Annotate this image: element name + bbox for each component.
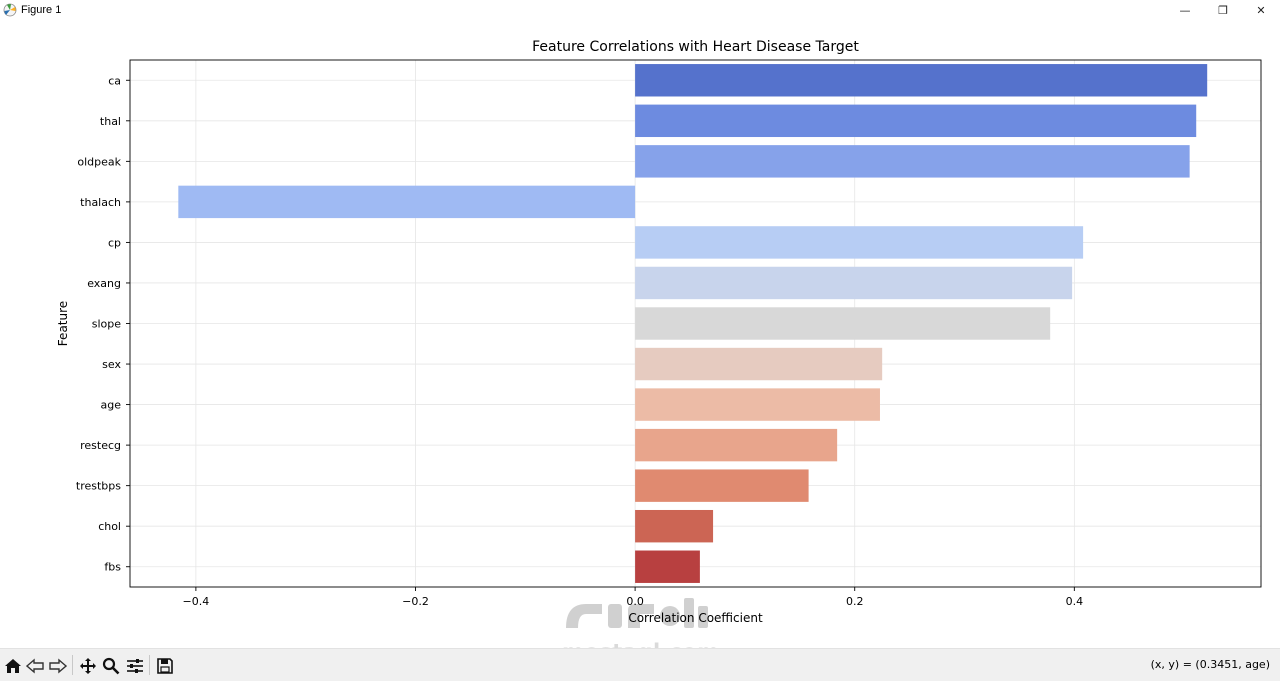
y-tick-label-cp: cp: [108, 236, 121, 249]
x-tick-label: 0.2: [846, 595, 864, 608]
y-tick-label-slope: slope: [92, 318, 121, 331]
y-tick-label-thal: thal: [100, 115, 121, 128]
restore-button[interactable]: ❐: [1218, 3, 1228, 17]
bar-trestbps: [635, 469, 809, 502]
home-icon: [5, 659, 21, 673]
y-tick-label-sex: sex: [102, 358, 121, 371]
home-button[interactable]: [3, 656, 23, 676]
configure-subplots-button[interactable]: [125, 656, 145, 676]
pan-button[interactable]: [78, 656, 98, 676]
bar-oldpeak: [635, 145, 1190, 178]
navigation-toolbar: (x, y) = (0.3451, age): [0, 648, 1280, 681]
x-axis-label: Correlation Coefficient: [628, 611, 763, 625]
save-floppy-icon: [157, 658, 173, 674]
y-tick-label-restecg: restecg: [80, 439, 121, 452]
bar-age: [635, 388, 880, 421]
y-tick-label-oldpeak: oldpeak: [77, 155, 121, 168]
y-tick-label-trestbps: trestbps: [76, 480, 121, 493]
bar-thal: [635, 104, 1197, 138]
window-controls: — ❐ ✕: [1166, 0, 1280, 20]
bar-chart: −0.4 −0.2 0.0 0.2 0.4 ca thal oldpeak thalach cp e…: [56, 39, 1262, 625]
y-tick-label-thalach: thalach: [80, 196, 121, 209]
save-button[interactable]: [155, 656, 175, 676]
x-tick-label: 0.4: [1066, 595, 1084, 608]
bar-ca: [635, 64, 1208, 97]
toolbar-separator: [149, 655, 150, 675]
configure-subplots-icon: [127, 659, 143, 673]
y-tick-label-exang: exang: [87, 277, 121, 290]
matplotlib-app-icon: [3, 3, 17, 17]
bar-thalach: [178, 185, 636, 219]
bar-fbs: [635, 550, 700, 583]
forward-arrow-icon: [49, 658, 67, 674]
bar-restecg: [635, 428, 838, 462]
figure-canvas[interactable]: −0.4 −0.2 0.0 0.2 0.4 ca thal oldpeak thalach cp e…: [0, 20, 1280, 648]
cursor-coordinates-readout: (x, y) = (0.3451, age): [1150, 658, 1270, 671]
x-tick-label: 0.0: [626, 595, 644, 608]
bar-chol: [635, 509, 714, 543]
close-button[interactable]: ✕: [1256, 3, 1266, 17]
toolbar-separator: [72, 655, 73, 675]
forward-button[interactable]: [48, 656, 68, 676]
y-axis-label: Feature: [56, 301, 70, 346]
x-tick-label: −0.2: [402, 595, 429, 608]
y-tick-label-chol: chol: [98, 520, 121, 533]
y-tick-label-fbs: fbs: [104, 561, 121, 574]
bar-cp: [635, 226, 1084, 259]
chart-title: Feature Correlations with Heart Disease …: [532, 39, 859, 55]
back-arrow-icon: [26, 658, 44, 674]
zoom-magnifier-icon: [102, 657, 120, 675]
bar-sex: [635, 347, 883, 381]
pan-move-icon: [80, 658, 96, 674]
window-titlebar: Figure 1 — ❐ ✕: [0, 0, 1280, 21]
y-tick-label-ca: ca: [108, 74, 121, 87]
bar-exang: [635, 266, 1073, 300]
minimize-button[interactable]: —: [1179, 3, 1191, 17]
back-button[interactable]: [25, 656, 45, 676]
zoom-button[interactable]: [101, 656, 121, 676]
bar-slope: [635, 307, 1051, 340]
window-title: Figure 1: [21, 4, 62, 16]
x-tick-label: −0.4: [183, 595, 210, 608]
y-tick-label-age: age: [101, 399, 122, 412]
